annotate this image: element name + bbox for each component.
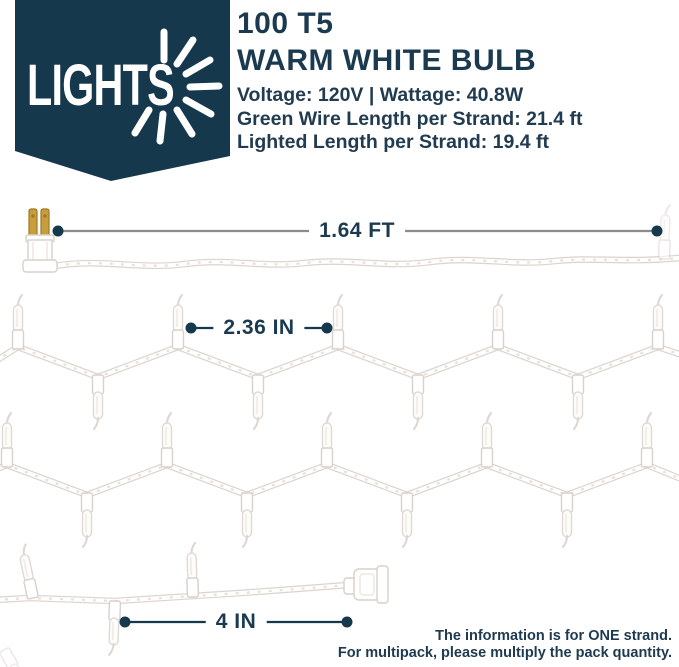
mini-bulb [651, 294, 665, 350]
starburst-icon [131, 28, 223, 145]
mini-bulb [560, 492, 574, 548]
mini-bulb [251, 374, 265, 430]
measure-label-bulb-spacing: 2.36 IN [213, 316, 305, 340]
spec-list: Voltage: 120V | Wattage: 40.8W Green Wir… [237, 84, 582, 155]
product-title-line2: WARM WHITE BULB [237, 44, 537, 77]
spec-voltage-wattage: Voltage: 120V | Wattage: 40.8W [237, 84, 524, 106]
mini-bulb [320, 412, 334, 468]
mini-bulb [171, 294, 185, 350]
disclaimer-line1: The information is for ONE strand. [435, 628, 672, 644]
measurement-lines [52, 225, 663, 628]
product-title-line1: 100 T5 [237, 7, 334, 40]
brand-logo-text: LIGHTS [27, 53, 175, 118]
mini-bulb [160, 412, 174, 468]
mini-bulb [480, 412, 494, 468]
mini-bulb [0, 412, 14, 468]
mini-bulb [11, 294, 25, 350]
mini-bulb [80, 492, 94, 548]
spec-wire-length: Green Wire Length per Strand: 21.4 ft [237, 107, 583, 130]
mini-bulb [571, 374, 585, 430]
mini-bulb [400, 492, 414, 548]
mini-bulb [184, 541, 200, 599]
mini-bulb [640, 412, 654, 468]
mini-bulb [106, 599, 122, 657]
product-title: 100 T5 WARM WHITE BULB [237, 5, 536, 79]
mini-bulb [411, 374, 425, 430]
end-connector-icon [343, 565, 389, 604]
plug-icon [22, 208, 58, 273]
measure-label-drop-spacing: 4 IN [205, 610, 267, 634]
spec-lighted-length: Lighted Length per Strand: 19.4 ft [237, 131, 550, 153]
mini-bulb [331, 294, 345, 350]
mini-bulb [491, 294, 505, 350]
mini-bulb [240, 492, 254, 548]
disclaimer-line2: For multipack, please multiply the pack … [337, 645, 672, 661]
brand-badge [15, 0, 230, 181]
mini-bulb [0, 646, 37, 667]
measure-label-lead-length: 1.64 FT [309, 219, 405, 243]
disclaimer: The information is for ONE strand. For m… [338, 628, 672, 662]
mini-bulb [91, 374, 105, 430]
mini-bulb [15, 543, 40, 601]
